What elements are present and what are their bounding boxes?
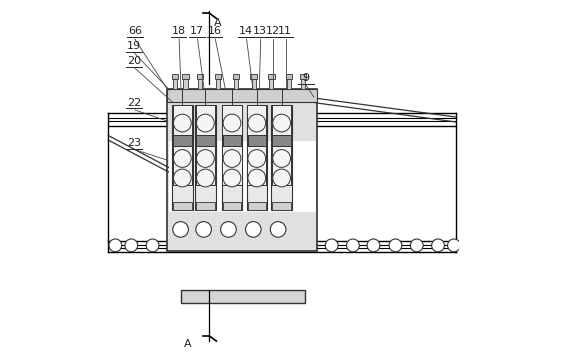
Text: 14: 14 [239,26,253,36]
Bar [173,79,177,89]
Text: 11: 11 [278,26,292,36]
Bar [196,74,203,79]
Text: 23: 23 [127,138,141,148]
Bar [301,79,305,89]
Bar [171,74,178,79]
Bar [173,135,192,146]
Circle shape [325,239,338,252]
Text: 66: 66 [128,26,142,36]
Bar [196,135,215,146]
Bar [247,146,266,185]
Circle shape [125,239,138,252]
Bar [222,146,241,185]
Bar [272,135,291,146]
Circle shape [146,239,159,252]
Bar [233,79,238,89]
Bar [222,105,243,210]
Circle shape [196,222,212,237]
Bar [248,135,266,146]
Bar [272,105,291,135]
Bar [196,105,215,135]
Circle shape [223,150,241,167]
Bar [167,89,318,102]
Bar [167,89,318,251]
Bar [222,105,241,135]
Circle shape [109,239,122,252]
Bar [169,141,316,212]
Text: 20: 20 [127,56,141,66]
Text: 13: 13 [253,26,267,36]
Circle shape [273,169,290,187]
Circle shape [223,114,241,132]
Circle shape [273,114,290,132]
Circle shape [389,239,402,252]
Text: 22: 22 [127,98,141,108]
Text: 9: 9 [302,73,310,83]
Bar [223,202,241,210]
Bar [173,146,192,185]
Bar [195,105,215,210]
Text: 16: 16 [208,26,222,36]
Bar [183,79,188,89]
Bar [197,79,202,89]
Circle shape [248,169,266,187]
Circle shape [174,150,191,167]
Bar [287,79,291,89]
Circle shape [196,150,214,167]
Bar [196,146,215,185]
Circle shape [221,222,236,237]
Bar [252,79,255,89]
Circle shape [223,169,241,187]
Bar [223,135,241,146]
Bar [172,105,193,210]
Circle shape [248,114,266,132]
Circle shape [431,239,444,252]
Bar [272,202,291,210]
Bar [269,79,274,89]
Circle shape [411,239,423,252]
Circle shape [174,114,191,132]
Bar [272,146,291,185]
Bar [233,74,239,79]
Circle shape [273,150,290,167]
Text: 18: 18 [171,26,186,36]
Bar [216,79,221,89]
Text: 12: 12 [266,26,280,36]
Circle shape [196,114,214,132]
Bar [300,74,306,79]
Bar [248,202,266,210]
Circle shape [448,239,460,252]
Circle shape [346,239,359,252]
Bar [250,74,257,79]
Bar [268,74,275,79]
Bar [182,74,189,79]
Bar [247,105,266,135]
Text: A: A [183,339,191,349]
Bar [181,290,305,303]
Circle shape [173,222,188,237]
Text: A: A [214,18,222,28]
Circle shape [196,169,214,187]
Bar [196,202,215,210]
Circle shape [270,222,286,237]
Text: 17: 17 [190,26,204,36]
Circle shape [174,169,191,187]
Bar [215,74,221,79]
Bar [271,105,292,210]
Circle shape [245,222,261,237]
Circle shape [367,239,380,252]
Circle shape [248,150,266,167]
Text: 19: 19 [127,41,141,51]
Bar [173,202,192,210]
Bar [246,105,267,210]
Bar [173,105,192,135]
Bar [286,74,292,79]
